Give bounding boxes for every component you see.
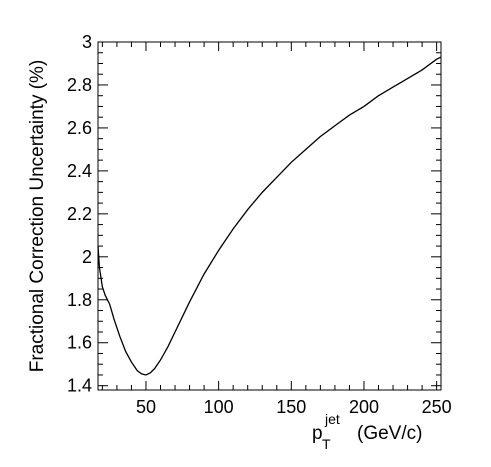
x-axis-title-main: p (312, 423, 323, 444)
x-tick-label: 250 (422, 397, 452, 417)
y-tick-label: 1.6 (67, 333, 92, 353)
y-tick-label: 2 (82, 247, 92, 267)
x-axis-title-unit: (GeV/c) (357, 423, 422, 444)
x-axis-title-superscript: jet (324, 411, 340, 427)
y-tick-labels: 1.4 1.6 1.8 2 2.2 2.4 2.6 2.8 3 (67, 32, 92, 396)
x-tick-labels: 50 100 150 200 250 (136, 397, 452, 417)
y-tick-label: 2.8 (67, 75, 92, 95)
y-tick-label: 1.4 (67, 376, 92, 396)
y-tick-label: 3 (82, 32, 92, 52)
x-axis-title: p T jet (GeV/c) (312, 411, 422, 452)
y-tick-label: 2.6 (67, 118, 92, 138)
x-ticks (101, 42, 438, 390)
y-tick-label: 2.4 (67, 161, 92, 181)
y-tick-label: 2.2 (67, 204, 92, 224)
y-tick-label: 1.8 (67, 290, 92, 310)
x-tick-label: 100 (204, 397, 234, 417)
x-tick-label: 200 (349, 397, 379, 417)
x-axis-title-subscript: T (322, 436, 331, 452)
y-axis-title: Fractional Correction Uncertainty (%) (27, 60, 48, 373)
x-tick-label: 150 (276, 397, 306, 417)
x-tick-label: 50 (136, 397, 156, 417)
series-line (97, 56, 442, 376)
plot-frame (97, 41, 442, 391)
